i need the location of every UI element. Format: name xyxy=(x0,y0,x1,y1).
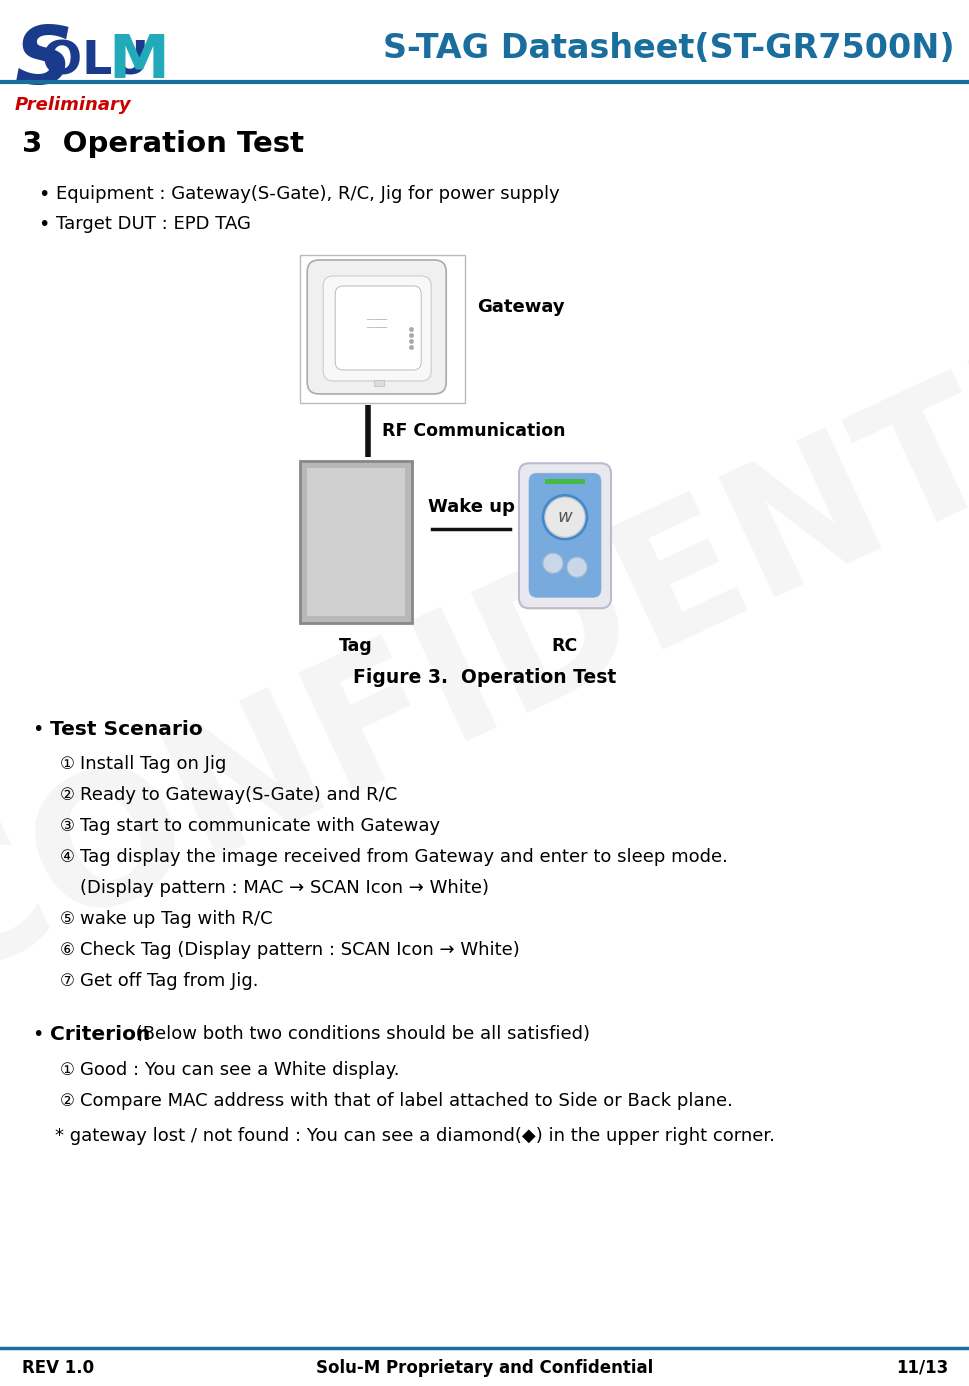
Bar xyxy=(545,480,584,484)
Text: ②: ② xyxy=(60,1092,75,1110)
Text: (Below both two conditions should be all satisfied): (Below both two conditions should be all… xyxy=(130,1026,589,1044)
Bar xyxy=(299,462,412,622)
Text: Figure 3.  Operation Test: Figure 3. Operation Test xyxy=(353,668,616,687)
Text: M: M xyxy=(108,32,169,91)
Text: Equipment : Gateway(S-Gate), R/C, Jig for power supply: Equipment : Gateway(S-Gate), R/C, Jig fo… xyxy=(56,184,559,202)
Text: Compare MAC address with that of label attached to Side or Back plane.: Compare MAC address with that of label a… xyxy=(79,1092,733,1110)
Text: ⑥: ⑥ xyxy=(60,941,75,959)
Text: Good : You can see a White display.: Good : You can see a White display. xyxy=(79,1062,399,1078)
Circle shape xyxy=(543,553,562,574)
Text: S-TAG Datasheet(ST-GR7500N): S-TAG Datasheet(ST-GR7500N) xyxy=(383,32,954,65)
Text: w: w xyxy=(557,509,572,527)
Circle shape xyxy=(543,495,586,539)
Text: Tag display the image received from Gateway and enter to sleep mode.: Tag display the image received from Gate… xyxy=(79,848,727,866)
FancyBboxPatch shape xyxy=(307,261,446,394)
FancyBboxPatch shape xyxy=(323,276,431,381)
Bar xyxy=(299,255,464,403)
FancyBboxPatch shape xyxy=(335,286,421,370)
Text: Get off Tag from Jig.: Get off Tag from Jig. xyxy=(79,972,258,990)
Text: wake up Tag with R/C: wake up Tag with R/C xyxy=(79,911,272,929)
Text: OLU: OLU xyxy=(42,39,166,85)
Text: Tag start to communicate with Gateway: Tag start to communicate with Gateway xyxy=(79,816,440,834)
Text: Check Tag (Display pattern : SCAN Icon → White): Check Tag (Display pattern : SCAN Icon →… xyxy=(79,941,519,959)
Circle shape xyxy=(545,498,584,538)
Text: •: • xyxy=(38,184,49,204)
Text: Preliminary: Preliminary xyxy=(15,96,132,114)
Text: Solu-M Proprietary and Confidential: Solu-M Proprietary and Confidential xyxy=(316,1360,653,1378)
Text: Test Scenario: Test Scenario xyxy=(50,719,203,739)
Text: ⑤: ⑤ xyxy=(60,911,75,929)
Text: ③: ③ xyxy=(60,816,75,834)
Text: RF Communication: RF Communication xyxy=(382,421,565,439)
Text: •: • xyxy=(32,719,44,739)
Text: REV 1.0: REV 1.0 xyxy=(22,1360,94,1378)
Text: Criterion: Criterion xyxy=(50,1026,150,1044)
Text: •: • xyxy=(32,1026,44,1044)
Text: (Display pattern : MAC → SCAN Icon → White): (Display pattern : MAC → SCAN Icon → Whi… xyxy=(79,879,488,897)
Text: RC: RC xyxy=(551,638,578,656)
Text: 11/13: 11/13 xyxy=(894,1360,947,1378)
Text: Target DUT : EPD TAG: Target DUT : EPD TAG xyxy=(56,215,251,233)
Text: ②: ② xyxy=(60,786,75,804)
Text: Ready to Gateway(S-Gate) and R/C: Ready to Gateway(S-Gate) and R/C xyxy=(79,786,397,804)
Text: ⑦: ⑦ xyxy=(60,972,75,990)
FancyBboxPatch shape xyxy=(528,473,601,597)
Bar xyxy=(374,380,384,385)
Text: 3  Operation Test: 3 Operation Test xyxy=(22,130,303,158)
Text: ④: ④ xyxy=(60,848,75,866)
Circle shape xyxy=(567,557,586,577)
Bar xyxy=(306,468,405,615)
Text: ─────: ───── xyxy=(366,317,388,323)
Text: ①: ① xyxy=(60,1062,75,1078)
Text: * gateway lost / not found : You can see a diamond(◆) in the upper right corner.: * gateway lost / not found : You can see… xyxy=(55,1127,774,1145)
Text: Tag: Tag xyxy=(339,638,372,656)
Text: •: • xyxy=(38,215,49,234)
Text: ─────: ───── xyxy=(366,324,388,331)
Text: CONFIDENTIAL: CONFIDENTIAL xyxy=(0,225,969,1016)
Text: ①: ① xyxy=(60,755,75,773)
Text: S: S xyxy=(15,24,73,101)
Text: Wake up: Wake up xyxy=(427,498,514,516)
FancyBboxPatch shape xyxy=(518,463,610,608)
Text: Install Tag on Jig: Install Tag on Jig xyxy=(79,755,226,773)
Text: Gateway: Gateway xyxy=(477,298,564,316)
